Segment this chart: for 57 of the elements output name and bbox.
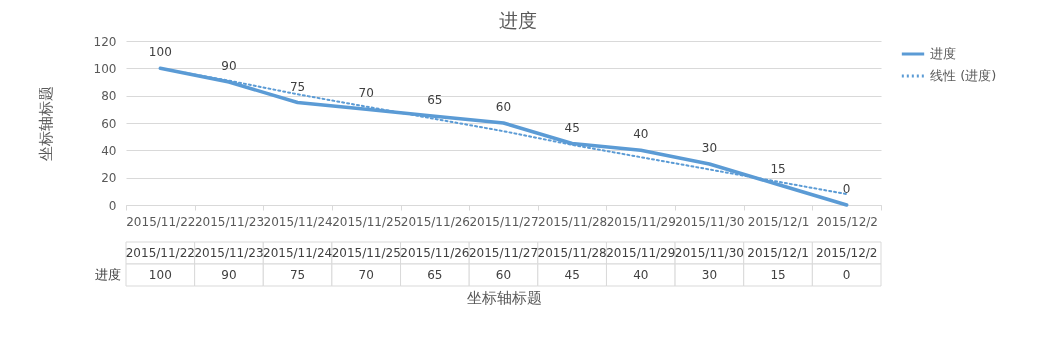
data-label: 40 xyxy=(633,268,649,282)
data-label: 15 xyxy=(770,268,786,282)
data-label: 75 xyxy=(289,268,306,282)
y-axis-title: 坐标轴标题 xyxy=(36,86,55,161)
category-label: 2015/11/30 xyxy=(674,246,744,260)
y-tick-label: 80 xyxy=(101,89,117,104)
category-label: 2015/11/28 xyxy=(537,246,607,260)
data-label: 100 xyxy=(148,268,172,282)
data-label: 70 xyxy=(358,268,374,282)
text: 75 xyxy=(289,79,306,94)
x-tick-label: 2015/11/23 xyxy=(194,214,265,229)
category-label: 2015/12/2 xyxy=(815,246,878,260)
category-label: 2015/11/27 xyxy=(468,246,539,260)
category-label: 2015/11/24 xyxy=(263,246,333,260)
x-tick-label: 2015/11/25 xyxy=(332,214,402,229)
y-tick-label: 100 xyxy=(93,61,117,76)
chart-title: 进度 xyxy=(498,9,537,31)
x-tick-label: 2015/11/27 xyxy=(469,214,539,229)
text: 100 xyxy=(148,45,172,60)
y-tick-label: 60 xyxy=(101,116,117,131)
category-label: 2015/11/25 xyxy=(331,246,401,260)
y-tick-label: 40 xyxy=(101,143,117,158)
x-axis-title: 坐标轴标题 xyxy=(466,288,542,307)
text: 15 xyxy=(770,161,786,176)
text: 90 xyxy=(221,59,237,73)
text: 65 xyxy=(427,93,443,108)
data-label: 30 xyxy=(701,268,718,282)
x-tick-label: 2015/11/26 xyxy=(400,214,470,229)
x-tick-label: 2015/12/1 xyxy=(747,214,810,229)
x-tick-label: 2015/12/2 xyxy=(816,214,878,229)
data-label: 65 xyxy=(427,268,443,282)
category-label: 2015/11/29 xyxy=(606,246,676,260)
legend-label: 线性 (进度) xyxy=(930,68,997,83)
data-label: 0 xyxy=(842,268,851,282)
text: 45 xyxy=(564,120,580,135)
legend-label: 进度 xyxy=(930,46,956,61)
category-label: 2015/12/1 xyxy=(747,246,809,260)
category-label: 2015/11/23 xyxy=(194,246,264,260)
x-tick-label: 2015/11/24 xyxy=(263,214,333,229)
data-label: 60 xyxy=(495,268,512,282)
x-tick-label: 2015/11/28 xyxy=(538,214,608,229)
data-label: 45 xyxy=(564,268,580,282)
y-tick-label: 120 xyxy=(93,34,117,49)
y-tick-label: 0 xyxy=(108,198,117,213)
category-label: 2015/11/26 xyxy=(400,246,470,260)
text: 30 xyxy=(701,141,718,155)
text: 进度 xyxy=(94,267,121,282)
text: 60 xyxy=(495,100,512,114)
text: 70 xyxy=(358,86,374,101)
y-tick-label: 20 xyxy=(101,171,117,186)
x-tick-label: 2015/11/29 xyxy=(606,214,676,229)
text: 0 xyxy=(842,182,851,196)
data-label: 90 xyxy=(221,268,237,282)
x-tick-label: 2015/11/30 xyxy=(675,214,745,229)
text: 40 xyxy=(633,127,649,142)
x-tick-label: 2015/11/22 xyxy=(126,214,196,229)
category-label: 2015/11/22 xyxy=(125,246,195,260)
